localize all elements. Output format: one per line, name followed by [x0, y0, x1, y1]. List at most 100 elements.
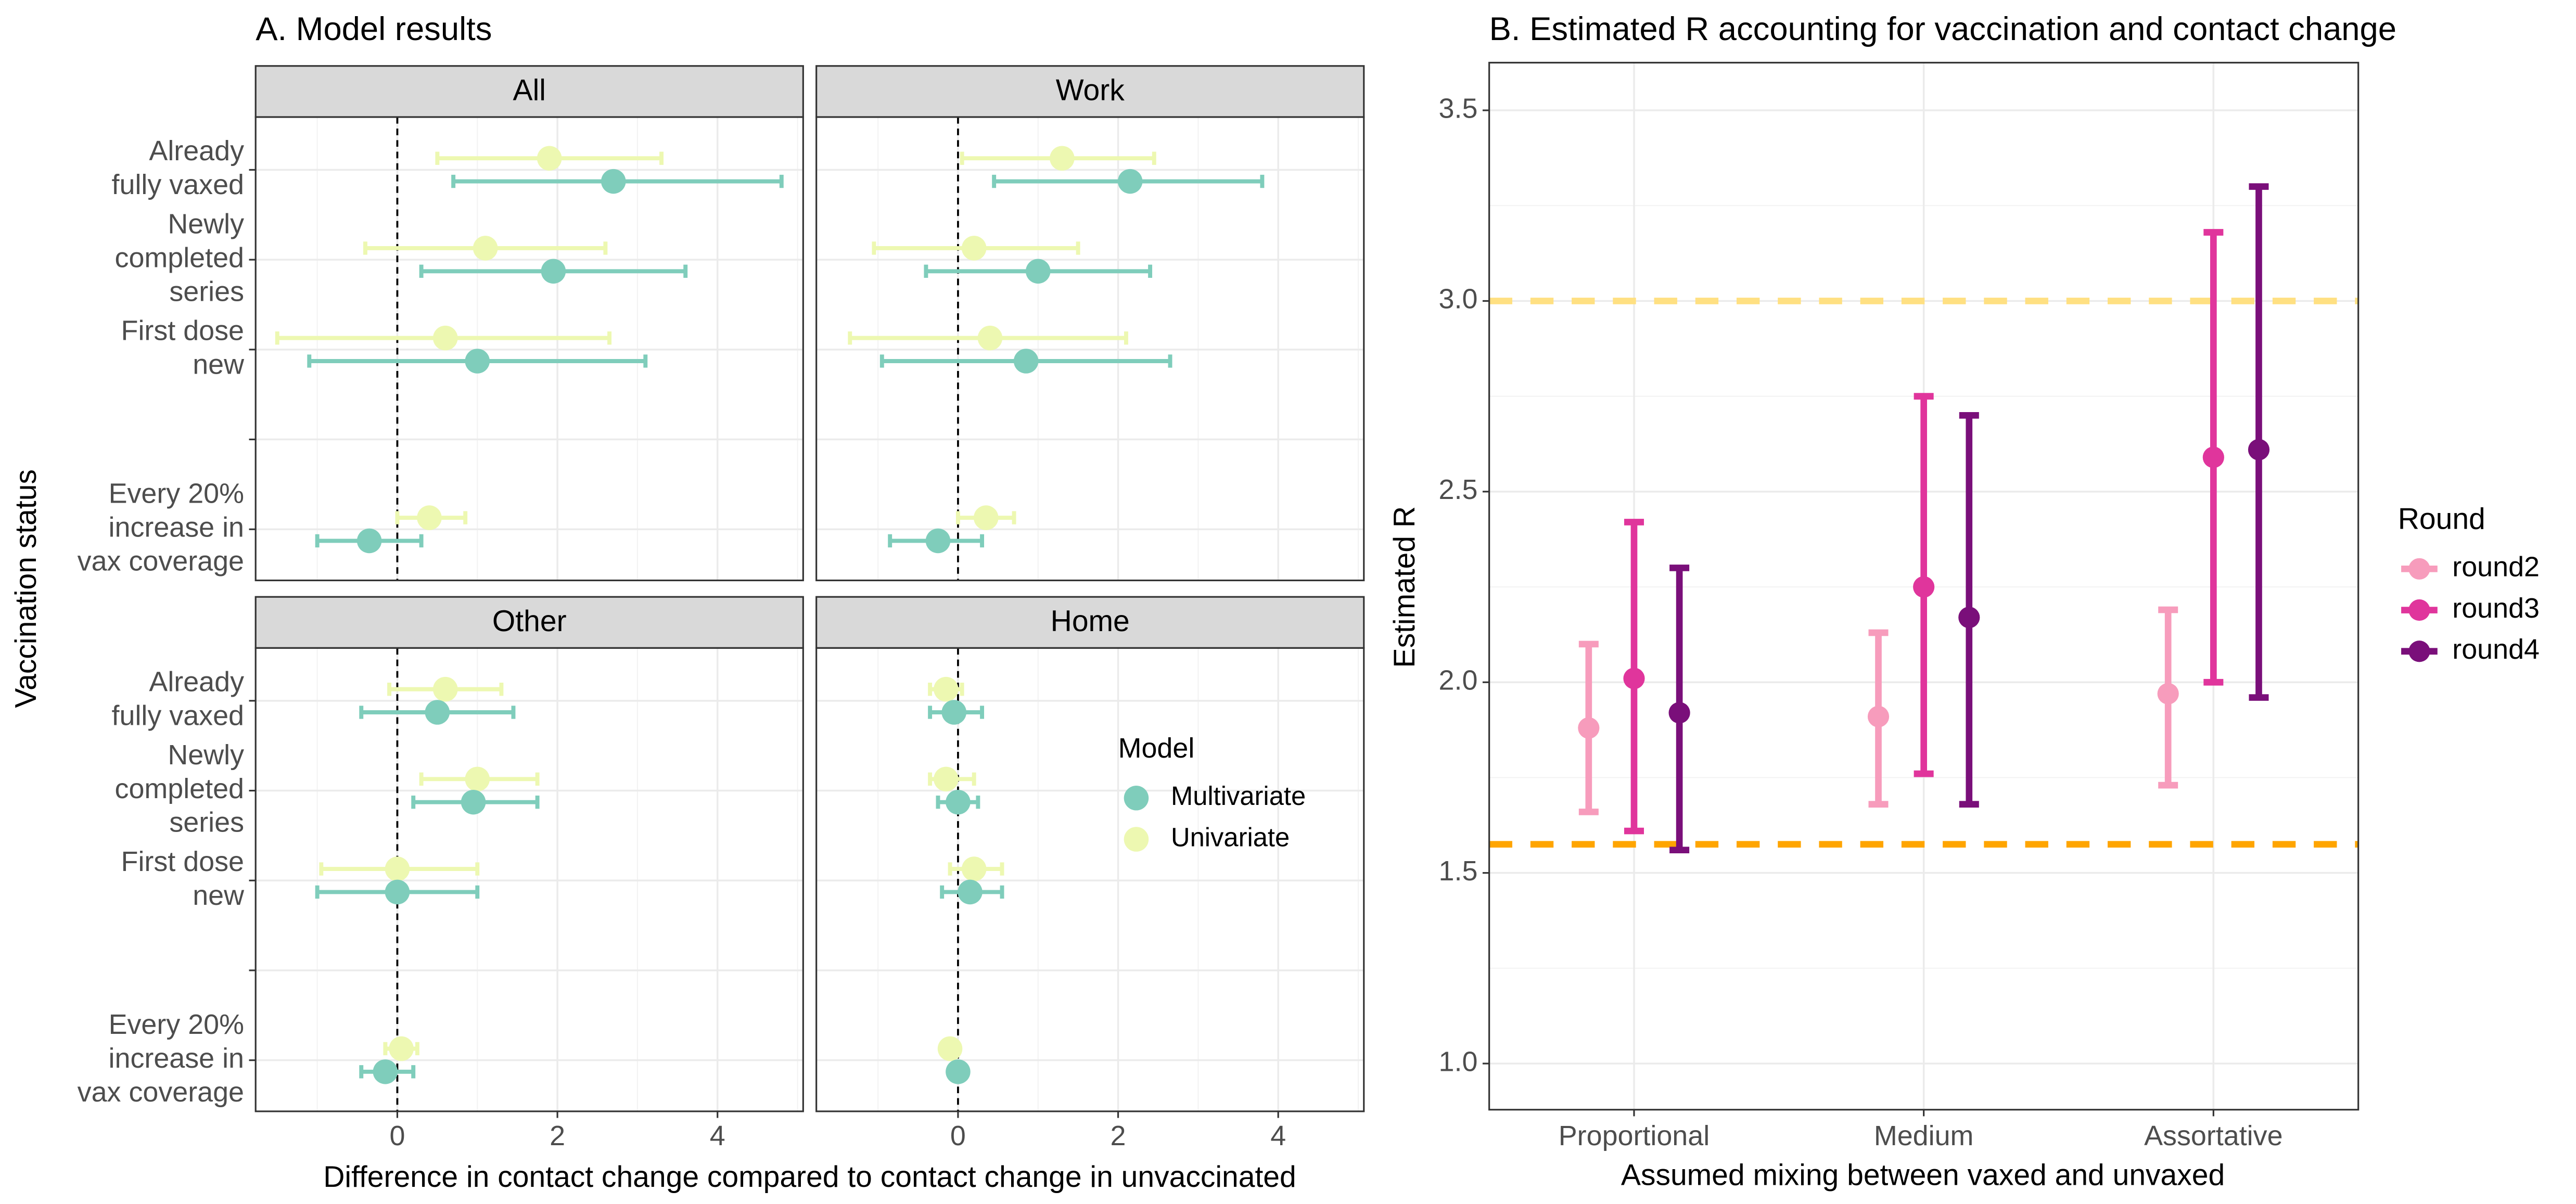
x-tick-label: Assortative	[2144, 1120, 2282, 1151]
x-tick-label: 4	[1270, 1120, 1286, 1151]
y-tick-label: Every 20%	[109, 478, 244, 509]
point	[389, 1036, 414, 1061]
point	[465, 349, 490, 374]
y-tick-label: increase in	[109, 1043, 244, 1074]
y-axis-title: Estimated R	[1388, 506, 1421, 668]
y-tick-label: 3.5	[1439, 93, 1478, 124]
legend-label: Multivariate	[1171, 781, 1306, 811]
point	[601, 169, 626, 194]
point	[2202, 446, 2224, 468]
x-axis-title: Assumed mixing between vaxed and unvaxed	[1621, 1159, 2225, 1192]
y-tick-label: Already	[149, 135, 244, 166]
point	[2157, 683, 2179, 705]
y-tick-label: vax coverage	[78, 1077, 244, 1108]
legend-label: Univariate	[1171, 822, 1290, 852]
point	[946, 1059, 971, 1084]
point	[373, 1059, 398, 1084]
strip	[815, 596, 1365, 649]
point	[977, 325, 1003, 351]
y-tick-label: completed	[115, 242, 244, 273]
legend-label: round3	[2452, 593, 2540, 624]
chart-title: A. Model results	[256, 11, 492, 47]
x-tick-label: 2	[1111, 1120, 1126, 1151]
y-tick-label: First dose	[121, 315, 244, 347]
y-tick-label: vax coverage	[78, 545, 244, 577]
point	[937, 1036, 963, 1061]
y-tick-label: Already	[149, 667, 244, 698]
point	[973, 505, 999, 530]
point	[537, 146, 562, 171]
point	[946, 789, 971, 815]
point	[941, 700, 966, 725]
strip-label: All	[513, 74, 546, 107]
strip-label: Work	[1056, 74, 1125, 107]
panel-border	[815, 647, 1365, 1112]
point	[958, 879, 983, 905]
point	[432, 325, 458, 351]
point	[1013, 349, 1039, 374]
y-axis-title: Vaccination status	[9, 469, 43, 708]
legend-title: Round	[2398, 502, 2485, 535]
point	[1117, 169, 1143, 194]
legend-key	[2408, 558, 2430, 580]
point	[961, 856, 987, 881]
y-tick-label: 2.0	[1439, 664, 1478, 696]
y-tick-label: 3.0	[1439, 284, 1478, 315]
x-tick-label: 4	[710, 1120, 725, 1151]
y-tick-label: 1.0	[1439, 1046, 1478, 1077]
point	[1050, 146, 1075, 171]
point	[1867, 706, 1890, 727]
point	[1623, 668, 1645, 689]
point	[385, 856, 410, 881]
legend-key	[2408, 641, 2430, 662]
strip-label: Other	[492, 605, 567, 638]
y-tick-label: series	[169, 276, 244, 307]
point	[925, 528, 951, 554]
point	[1958, 607, 1980, 629]
legend-label: round4	[2452, 634, 2540, 665]
legend-label: round2	[2452, 552, 2540, 583]
x-tick-label: 0	[389, 1120, 405, 1151]
y-tick-label: 1.5	[1439, 855, 1478, 887]
legend-key	[2408, 599, 2430, 621]
y-tick-label: 2.5	[1439, 474, 1478, 505]
y-tick-label: Every 20%	[109, 1009, 244, 1040]
x-axis-title: Difference in contact change compared to…	[323, 1160, 1296, 1194]
strip-label: Home	[1051, 605, 1130, 638]
point	[934, 676, 959, 702]
chart-title: B. Estimated R accounting for vaccinatio…	[1489, 11, 2396, 47]
legend-title: Model	[1118, 733, 1195, 764]
point	[473, 236, 498, 261]
strip	[815, 65, 1365, 118]
y-tick-label: series	[169, 807, 244, 838]
point	[1025, 259, 1051, 284]
y-tick-label: fully vaxed	[112, 169, 244, 200]
x-tick-label: 0	[950, 1120, 966, 1151]
y-tick-label: fully vaxed	[112, 700, 244, 732]
x-tick-label: Medium	[1874, 1120, 1974, 1151]
point	[961, 236, 987, 261]
y-tick-label: Newly	[168, 739, 244, 771]
point	[2248, 439, 2270, 460]
point	[541, 259, 566, 284]
y-tick-label: Newly	[168, 208, 244, 239]
point	[425, 700, 450, 725]
x-tick-label: Proportional	[1559, 1120, 1710, 1151]
y-tick-label: completed	[115, 773, 244, 804]
y-tick-label: new	[193, 880, 245, 911]
y-tick-label: new	[193, 349, 245, 380]
point	[1913, 576, 1935, 598]
panel-border	[815, 116, 1365, 582]
point	[385, 879, 410, 905]
x-tick-label: 2	[550, 1120, 565, 1151]
legend-key	[1124, 786, 1149, 811]
point	[356, 528, 382, 554]
y-tick-label: First dose	[121, 846, 244, 877]
strip	[254, 65, 804, 118]
legend-key	[1124, 827, 1149, 852]
point	[432, 676, 458, 702]
y-tick-label: increase in	[109, 511, 244, 543]
point	[1668, 702, 1690, 724]
point	[417, 505, 442, 530]
